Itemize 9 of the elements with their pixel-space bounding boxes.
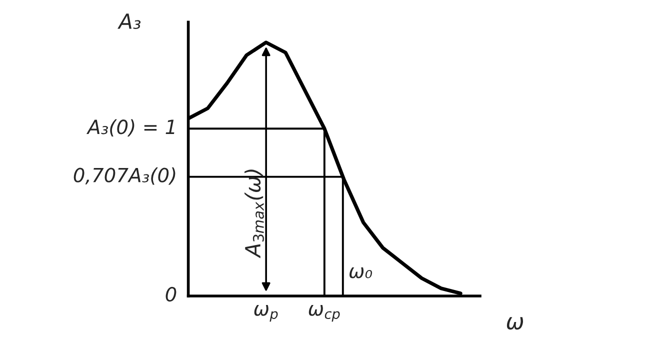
y-axis-title: A₃ <box>118 14 141 29</box>
x-tick-label: ω$_{ср}$ <box>308 304 340 322</box>
ref-line-label: 0,707A₃(0) <box>74 167 176 185</box>
text: 0 <box>166 286 176 302</box>
x-tick-label: ω$_{p}$ <box>254 304 278 322</box>
annotation: ω₀ <box>350 267 372 278</box>
annotation: A$_{3max}$(ω) <box>244 170 264 258</box>
ref-line-label: A₃(0) = 1 <box>86 119 174 137</box>
x-axis-title: ω <box>506 317 524 330</box>
